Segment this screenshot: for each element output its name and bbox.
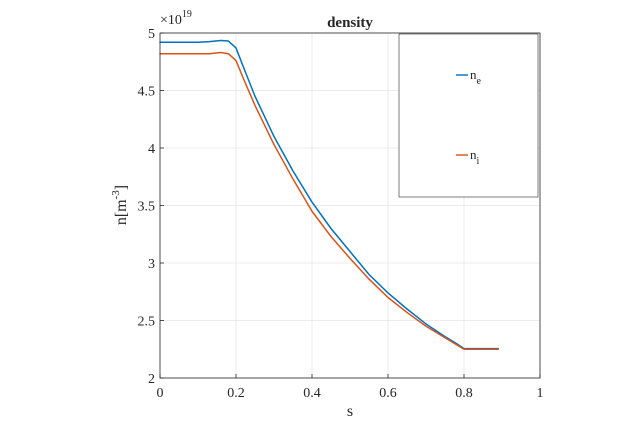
x-tick-label: 0.2 (227, 386, 245, 401)
x-tick-label: 0 (157, 386, 164, 401)
y-tick-label: 3.5 (138, 200, 156, 215)
legend-label-ne: ne (470, 67, 482, 87)
y-axis-multiplier: ×1019 (160, 9, 192, 28)
legend-label-ne-sub: e (477, 76, 482, 87)
y-tick-label: 4.5 (138, 85, 156, 100)
legend-label-ni: ni (470, 147, 480, 167)
legend-label-ni-sub: i (477, 156, 480, 167)
x-tick-label: 0.4 (303, 386, 321, 401)
series-line-ne (159, 39, 499, 350)
x-tick-label: 0.8 (455, 386, 473, 401)
y-axis-label-end: ] (113, 185, 130, 190)
y-axis-label-base: n[m (113, 199, 130, 225)
legend-entry-ni: ni (456, 147, 480, 167)
y-multiplier-exp: 19 (182, 9, 192, 20)
y-tick-label: 3 (148, 257, 155, 272)
legend: ne ni (398, 33, 539, 198)
x-axis-label: s (347, 403, 353, 420)
legend-label-ni-base: n (470, 147, 477, 162)
y-tick-label: 2.5 (138, 315, 156, 330)
y-tick-label: 2 (148, 372, 155, 387)
chart-title: density (327, 15, 373, 31)
y-tick-label: 4 (148, 142, 155, 157)
series-line-ni (159, 51, 499, 350)
x-tick-label: 0.6 (379, 386, 397, 401)
y-multiplier-base: ×10 (160, 13, 182, 28)
legend-label-ne-base: n (470, 67, 477, 82)
y-tick-label: 5 (148, 27, 155, 42)
series-layer (159, 39, 499, 350)
y-axis-label: n[m-3] (110, 185, 130, 225)
y-axis-label-sup: -3 (110, 190, 122, 200)
legend-box (398, 33, 539, 198)
tick-layer: 0 0.2 0.4 0.6 0.8 1 2 2.5 3 3.5 4 4.5 5 (138, 27, 544, 401)
x-tick-label: 1 (537, 386, 544, 401)
legend-entry-ne: ne (456, 67, 482, 87)
